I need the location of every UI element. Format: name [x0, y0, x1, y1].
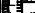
Text: ηᵢ=10.6φ+(10.6φ)²
R²=0.9989: ηᵢ=10.6φ+(10.6φ)² R²=0.9989 — [28, 6, 35, 13]
Text: Lines fitted according to
Ln(η)=A+1000*B/(T+C): Lines fitted according to Ln(η)=A+1000*B… — [7, 0, 35, 13]
Legend: Pure EG, 0.5 wt%, 2.0 wt%, 8.0 wt%: Pure EG, 0.5 wt%, 2.0 wt%, 8.0 wt% — [10, 9, 35, 13]
